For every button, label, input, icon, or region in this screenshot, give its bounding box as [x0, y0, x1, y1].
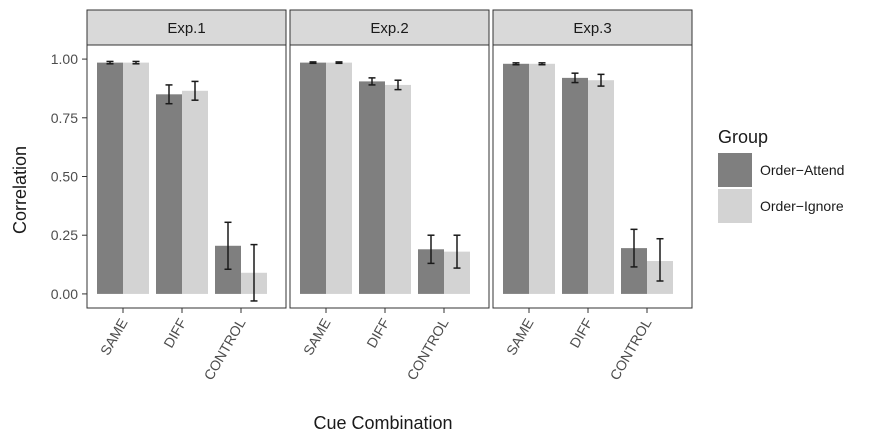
y-tick-label: 0.50	[51, 169, 78, 185]
y-axis-title: Correlation	[10, 146, 30, 234]
panel-title: Exp.3	[573, 20, 611, 37]
x-tick-label: CONTROL	[607, 315, 655, 382]
error-bar	[630, 228, 638, 268]
error-bar	[224, 221, 232, 271]
y-tick-label: 0.75	[51, 110, 78, 126]
error-bar	[106, 60, 114, 65]
error-bar	[656, 237, 664, 282]
x-tick-label: DIFF	[160, 316, 189, 351]
legend-item: Order−Attend	[718, 153, 844, 187]
x-axis-title: Cue Combination	[313, 413, 452, 433]
bar	[529, 63, 555, 294]
y-axis: 0.00 0.25 0.50 0.75 1.00	[51, 51, 87, 302]
panel-title: Exp.2	[370, 20, 408, 37]
bar	[385, 84, 411, 294]
error-bar	[571, 72, 579, 84]
x-tick-label: CONTROL	[201, 315, 249, 382]
legend-item: Order−Ignore	[718, 189, 844, 223]
panel-1: Exp.1 SAME DIFF CONTROL	[86, 9, 287, 383]
x-tick-label: DIFF	[566, 316, 595, 351]
error-bar	[132, 60, 140, 65]
legend-title: Group	[718, 127, 768, 147]
error-bar	[427, 234, 435, 265]
error-bar	[191, 80, 199, 101]
x-tick-label: DIFF	[363, 316, 392, 351]
panel-2: Exp.2 SAME DIFF CONTROL	[289, 9, 490, 383]
x-tick-label: CONTROL	[404, 315, 452, 382]
legend-items: Order−Attend Order−Ignore	[718, 153, 844, 223]
panel-3: Exp.3 SAME DIFF CONTROL	[492, 9, 693, 383]
legend-label: Order−Ignore	[760, 198, 844, 214]
panel-title: Exp.1	[167, 20, 205, 37]
bar	[156, 94, 182, 294]
bar	[326, 62, 352, 294]
legend-swatch	[718, 153, 752, 187]
error-bar	[309, 61, 317, 65]
y-tick-label: 0.00	[51, 286, 78, 302]
error-bar	[597, 73, 605, 87]
legend-swatch	[718, 189, 752, 223]
chart-panels: Exp.1 SAME DIFF CONTROL Exp.2 SAME DIFF CONTROL…	[86, 9, 693, 383]
error-bar	[538, 62, 546, 66]
bar	[182, 90, 208, 294]
x-tick-label: SAME	[300, 316, 334, 358]
bar	[562, 77, 588, 294]
x-tick-label: SAME	[503, 316, 537, 358]
error-bar	[453, 234, 461, 269]
error-bar	[512, 62, 520, 66]
panel-strip	[492, 9, 693, 46]
error-bar	[250, 243, 258, 302]
bar	[359, 81, 385, 294]
legend: Group Order−Attend Order−Ignore	[718, 127, 844, 223]
error-bar	[165, 84, 173, 105]
y-tick-label: 0.25	[51, 227, 78, 243]
bar	[588, 80, 614, 294]
error-bar	[368, 77, 376, 86]
bar	[123, 62, 149, 294]
bar	[97, 62, 123, 294]
error-bar	[335, 61, 343, 65]
bar	[300, 62, 326, 294]
bar	[503, 63, 529, 294]
y-tick-label: 1.00	[51, 51, 78, 67]
panel-strip	[289, 9, 490, 46]
panel-strip	[86, 9, 287, 46]
x-tick-label: SAME	[97, 316, 131, 358]
legend-label: Order−Attend	[760, 162, 844, 178]
error-bar	[394, 79, 402, 91]
